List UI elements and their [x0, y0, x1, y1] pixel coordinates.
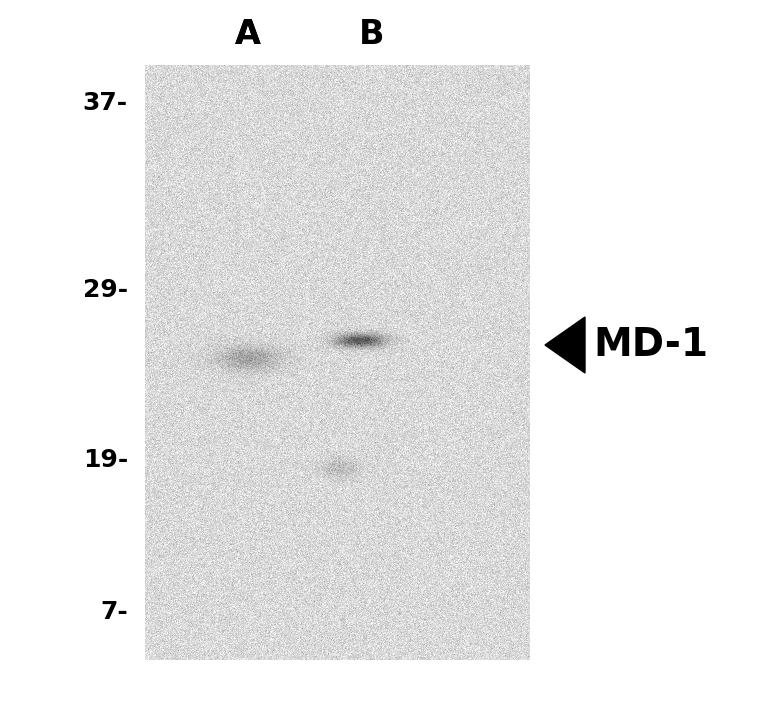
Text: MD-1: MD-1: [593, 326, 708, 364]
Text: A: A: [235, 19, 261, 51]
Text: A: A: [235, 19, 261, 51]
Text: B: B: [359, 19, 385, 51]
Polygon shape: [545, 317, 585, 373]
Text: 37-: 37-: [83, 91, 128, 115]
Text: 7-: 7-: [100, 600, 128, 624]
Text: 29-: 29-: [83, 278, 128, 302]
Text: 19-: 19-: [83, 448, 128, 472]
